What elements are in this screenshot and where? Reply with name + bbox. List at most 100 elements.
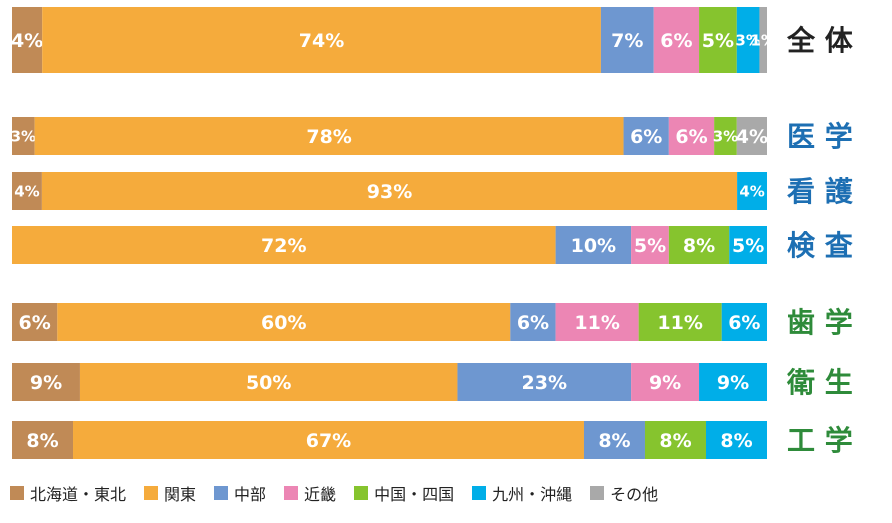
bar-segment [631,363,700,401]
data-label: 78% [306,126,351,148]
bar-segment [12,7,43,73]
category-label: 看 護 [787,175,854,208]
data-label: 6% [19,312,51,334]
data-label: 4% [11,30,43,52]
bar-segment [57,303,511,341]
data-label: 4% [736,126,768,148]
data-label: 3% [713,127,738,145]
data-label: 8% [26,430,58,452]
legend-label: 近畿 [304,485,337,504]
bar-segment [12,117,35,155]
legend-label: 関東 [164,485,197,504]
legend: 北海道・東北 関東 中部 近畿 中国・四国 九州・沖縄 その他 [10,480,676,506]
legend-item-kyushu-okinawa: 九州・沖縄 [472,481,572,505]
bar-segment [41,172,738,210]
data-label: 5% [634,235,666,257]
bar-row: 3% 78% 6% 6% 3%4% 医 学 [11,117,853,155]
data-label: 6% [675,126,707,148]
data-label: 5% [732,235,764,257]
data-label: 11% [657,312,702,334]
category-label: 検 査 [787,229,853,262]
data-label: 50% [246,372,291,394]
legend-item-chubu: 中部 [214,481,266,505]
bar-segment [705,421,767,459]
bar-segment [638,303,722,341]
bar-segment [583,421,645,459]
data-label: 10% [571,235,616,257]
legend-swatch [472,486,487,500]
bar-segment [729,226,767,264]
data-label: 6% [660,30,692,52]
data-label: 1% [750,31,775,49]
data-label: 9% [649,372,681,394]
data-label: 3% [735,31,760,49]
bar-segment [12,226,556,264]
bar-segment [668,117,715,155]
legend-item-other: その他 [590,481,658,505]
bar-segment [73,421,584,459]
data-label: 67% [306,430,351,452]
legend-swatch [284,486,299,500]
legend-swatch [10,486,24,500]
bar-segment [12,363,80,401]
bar-segment [12,172,42,210]
category-label: 衛 生 [786,366,853,399]
data-label: 5% [702,30,734,52]
bar-segment [555,226,632,264]
bar-segment [42,7,601,73]
data-label: 72% [261,235,306,257]
legend-swatch [354,486,369,500]
data-label: 7% [611,30,643,52]
bar-segment [736,7,760,73]
data-label: 74% [299,30,344,52]
category-label: 医 学 [787,120,853,153]
legend-item-kanto: 関東 [144,481,196,505]
data-label: 8% [720,430,752,452]
legend-swatch [590,486,605,500]
category-label: 全 体 [786,24,854,57]
legend-label: その他 [610,485,659,504]
bar-segment [555,303,639,341]
bar-segment [653,7,700,73]
data-label: 93% [367,181,412,203]
bar-segment [721,303,767,341]
data-label: 4% [739,182,764,200]
legend-swatch [144,486,159,500]
bar-segment [12,421,74,459]
data-label: 23% [522,372,567,394]
data-label: 9% [717,372,749,394]
bar-segment [714,117,737,155]
legend-item-hokkaido-tohoku: 北海道・東北 [10,481,126,505]
data-label: 9% [30,372,62,394]
category-label: 歯 学 [787,306,853,339]
bar-row: 6% 60% 6% 11% 11% 6% 歯 学 [12,303,853,341]
bar-segment [699,363,767,401]
data-label: 6% [630,126,662,148]
bar-segment [736,117,767,155]
data-label: 4% [14,182,39,200]
bar-segment [457,363,632,401]
bar-row: 9% 50% 23% 9% 9% 衛 生 [12,363,853,401]
bar-row: 72% 10% 5% 8% 5% 検 査 [12,226,853,264]
category-label: 工 学 [787,424,853,457]
legend-item-kinki: 近畿 [284,481,336,505]
legend-label: 北海道・東北 [30,485,127,504]
data-label: 6% [728,312,760,334]
bar-segment [644,421,706,459]
bar-segment [79,363,458,401]
bar-segment [600,7,654,73]
bar-segment [759,7,767,73]
bar-segment [623,117,669,155]
data-label: 11% [574,312,619,334]
data-label: 3% [11,127,36,145]
bar-segment [12,303,58,341]
legend-swatch [214,486,229,500]
legend-item-chugoku-shikoku: 中国・四国 [354,481,454,505]
bar-segment [699,7,737,73]
bar-segment [631,226,669,264]
legend-label: 九州・沖縄 [492,485,573,504]
bar-segment [510,303,556,341]
bar-segment [668,226,730,264]
data-label: 60% [261,312,306,334]
data-label: 8% [683,235,715,257]
